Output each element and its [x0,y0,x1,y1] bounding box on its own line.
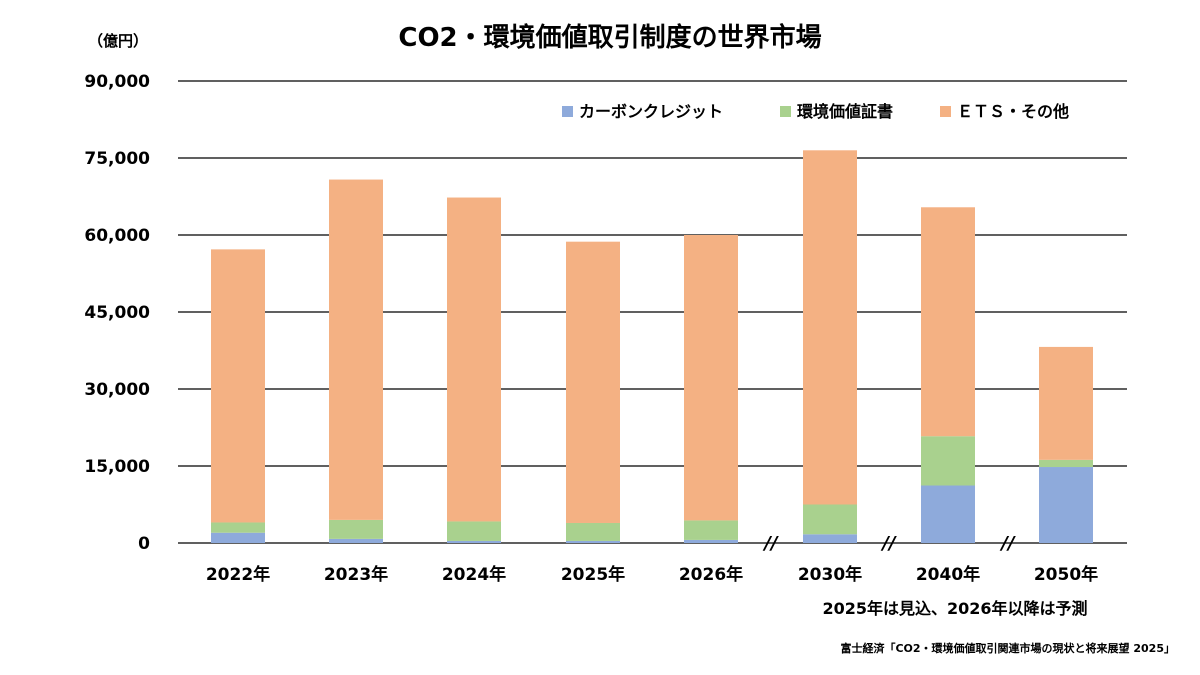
bar-segment [211,522,265,533]
y-tick-label: 75,000 [84,149,150,169]
x-tick-label: 2040年 [916,564,980,585]
x-tick-label: 2026年 [679,564,743,585]
x-tick-label: 2050年 [1034,564,1098,585]
y-tick-label: 30,000 [84,380,150,400]
legend-label: ＥＴＳ・その他 [957,102,1069,121]
bar-segment [684,235,738,521]
y-tick-label: 90,000 [84,72,150,92]
y-tick-label: 60,000 [84,226,150,246]
bar-segment [1039,459,1093,468]
bar-segment [921,436,975,486]
legend: カーボンクレジット 環境価値証書 ＥＴＳ・その他 [562,102,1069,121]
source-note: 富士経済「CO2・環境価値取引関連市場の現状と将来展望 2025」 [840,641,1175,655]
legend-swatch [562,106,573,117]
bar-segment [329,538,383,543]
bar-segment [684,520,738,540]
bar-segment [921,485,975,543]
x-tick-label: 2024年 [442,564,506,585]
bar-segment [921,207,975,437]
bar-segment [684,539,738,543]
x-tick-label: 2030年 [798,564,862,585]
x-axis-ticks: 2022年 2023年 2024年 2025年 2026年 2030年 2040年 2050年 [206,564,1098,585]
axis-break-mark: // [999,533,1016,554]
bar-segment [329,519,383,539]
bar-segment [566,540,620,543]
bar-segment [1039,346,1093,460]
x-tick-label: 2022年 [206,564,270,585]
bar-segment [803,150,857,505]
axis-break-mark: // [762,533,779,554]
bar-segment [1039,467,1093,543]
y-tick-label: 15,000 [84,457,150,477]
legend-label: 環境価値証書 [797,102,893,121]
axis-breaks: // // // [762,533,1016,554]
gridlines [178,80,1127,544]
bar-segment [566,241,620,523]
bar-segment [211,532,265,543]
y-tick-label: 0 [138,534,150,554]
legend-swatch [940,106,951,117]
unit-label: （億円） [88,32,148,50]
x-tick-label: 2023年 [324,564,388,585]
bar-segment [211,249,265,523]
bar-segment [329,179,383,520]
y-tick-label: 45,000 [84,303,150,323]
bar-segment [803,534,857,543]
legend-swatch [780,106,791,117]
bars [211,150,1093,543]
bar-segment [447,521,501,541]
bar-segment [803,504,857,535]
bar-segment [447,540,501,543]
bar-segment [566,522,620,541]
legend-label: カーボンクレジット [579,102,723,121]
chart-title: CO2・環境価値取引制度の世界市場 [398,22,821,53]
y-axis-ticks: 0 15,000 30,000 45,000 60,000 75,000 90,000 [84,72,150,554]
axis-break-mark: // [880,533,897,554]
x-tick-label: 2025年 [561,564,625,585]
forecast-note: 2025年は見込、2026年以降は予測 [822,599,1087,618]
bar-segment [447,197,501,522]
